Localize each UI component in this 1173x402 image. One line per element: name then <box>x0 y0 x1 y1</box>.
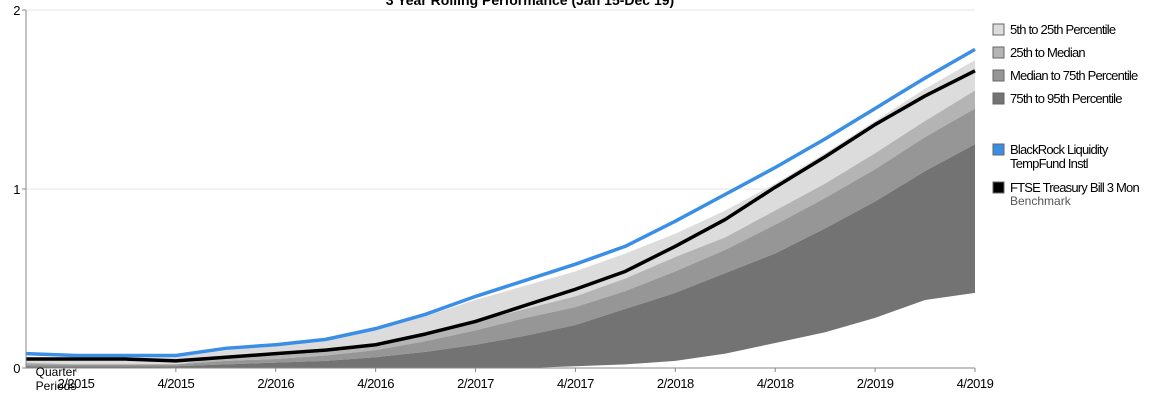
legend-label: 5th to 25th Percentile <box>1010 22 1116 37</box>
x-tick-label: 4/2019 <box>957 376 994 391</box>
legend-label: BlackRock Liquidity TempFund Instl <box>1010 142 1109 171</box>
x-tick-label: 2/2019 <box>857 376 894 391</box>
x-tick-label: 2/2017 <box>457 376 494 391</box>
legend-label: 75th to 95th Percentile <box>1010 91 1122 106</box>
y-tick-label: 0 <box>13 361 20 376</box>
percentile-bands <box>26 60 975 368</box>
legend-swatch <box>992 143 1005 156</box>
percentile-band <box>26 144 975 368</box>
series-line <box>25 47 976 358</box>
x-tick-label: 4/2017 <box>557 376 594 391</box>
legend-swatch <box>992 92 1005 105</box>
legend-swatch <box>992 181 1005 194</box>
series-line <box>26 69 976 363</box>
legend: 5th to 25th Percentile 25th to Median Medi… <box>992 22 1140 208</box>
axes: 0 1 2 2/2015 4/2015 2/2016 4/2016 2/2017 4/2017 2… <box>13 3 994 393</box>
legend-swatch <box>992 23 1005 36</box>
legend-swatch <box>992 69 1005 82</box>
y-tick-label: 1 <box>13 182 20 197</box>
x-tick-label: 2/2018 <box>657 376 694 391</box>
x-tick-label: 4/2018 <box>757 376 794 391</box>
series-lines <box>25 47 976 363</box>
x-tick-label: 2/2016 <box>257 376 294 391</box>
legend-label: FTSE Treasury Bill 3 Mon <box>1010 180 1139 195</box>
percentile-band <box>26 108 975 367</box>
legend-swatch <box>992 46 1005 59</box>
x-tick-label: 4/2015 <box>157 376 194 391</box>
y-tick-label: 2 <box>13 3 20 18</box>
x-axis-caption: Quarter Periods <box>36 365 77 393</box>
legend-label: Median to 75th Percentile <box>1010 68 1138 83</box>
x-tick-label: 4/2016 <box>357 376 394 391</box>
legend-label: 25th to Median <box>1010 45 1085 60</box>
x-tick-label: 2/2015 <box>58 376 95 391</box>
legend-sublabel: Benchmark <box>1010 194 1072 208</box>
chart-title: 3 Year Rolling Performance (Jan 15-Dec 1… <box>386 0 674 8</box>
percentile-band <box>26 60 975 365</box>
